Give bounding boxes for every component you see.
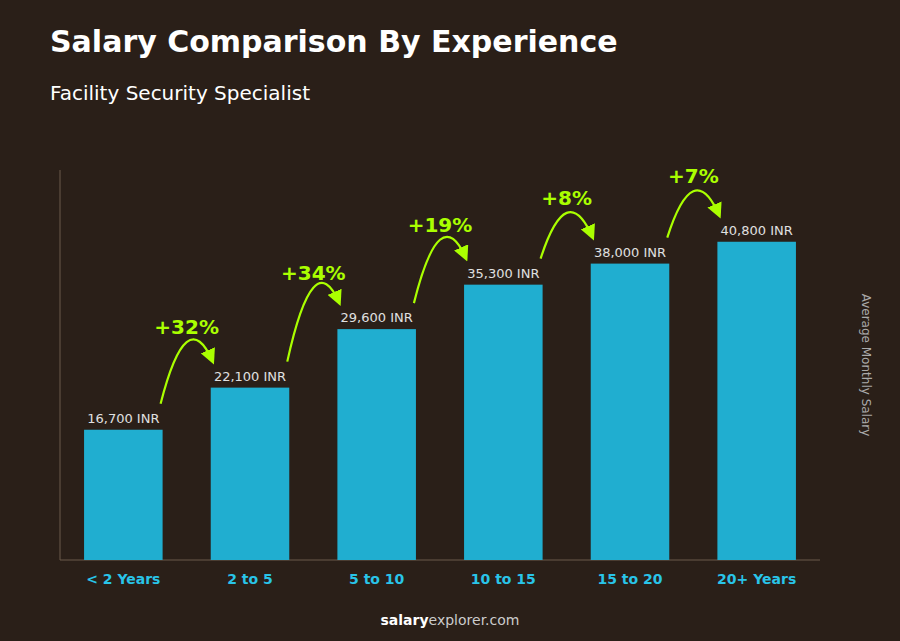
data-label: 16,700 INR — [87, 411, 159, 426]
annotation: +7% — [668, 164, 719, 188]
bar — [464, 285, 543, 560]
x-tick-label: 15 to 20 — [597, 571, 662, 587]
watermark-part: salary — [381, 612, 429, 628]
change-arrow — [414, 237, 466, 303]
bar — [211, 388, 290, 560]
annotation: +19% — [408, 213, 473, 237]
x-tick-label: < 2 Years — [86, 571, 160, 587]
y-axis-line — [60, 170, 61, 560]
bar — [84, 430, 163, 560]
subtitle: Facility Security Specialist — [50, 81, 310, 105]
watermark: salaryexplorer.com — [381, 612, 520, 628]
change-arrow — [287, 283, 339, 362]
x-axis-line — [60, 560, 820, 561]
bar — [337, 329, 416, 560]
data-label: 40,800 INR — [721, 223, 793, 238]
change-arrow — [161, 339, 213, 403]
data-label: 22,100 INR — [214, 369, 286, 384]
bar — [591, 264, 670, 560]
data-label: 35,300 INR — [467, 266, 539, 281]
data-label: 29,600 INR — [341, 310, 413, 325]
x-tick-label: 20+ Years — [717, 571, 796, 587]
annotation: +8% — [541, 186, 592, 210]
watermark-part: explorer.com — [429, 612, 520, 628]
chart: Salary Comparison By Experience Facility … — [0, 0, 900, 641]
bars — [84, 242, 796, 560]
annotation: +32% — [154, 315, 219, 339]
x-tick-label: 10 to 15 — [471, 571, 536, 587]
bar — [717, 242, 796, 560]
change-arrow — [541, 212, 593, 259]
change-arrow — [667, 190, 719, 237]
data-label: 38,000 INR — [594, 245, 666, 260]
x-tick-label: 2 to 5 — [227, 571, 273, 587]
background — [0, 0, 900, 641]
y-axis-label: Average Monthly Salary — [859, 294, 873, 437]
title: Salary Comparison By Experience — [50, 24, 618, 59]
annotation: +34% — [281, 261, 346, 285]
x-tick-label: 5 to 10 — [349, 571, 405, 587]
